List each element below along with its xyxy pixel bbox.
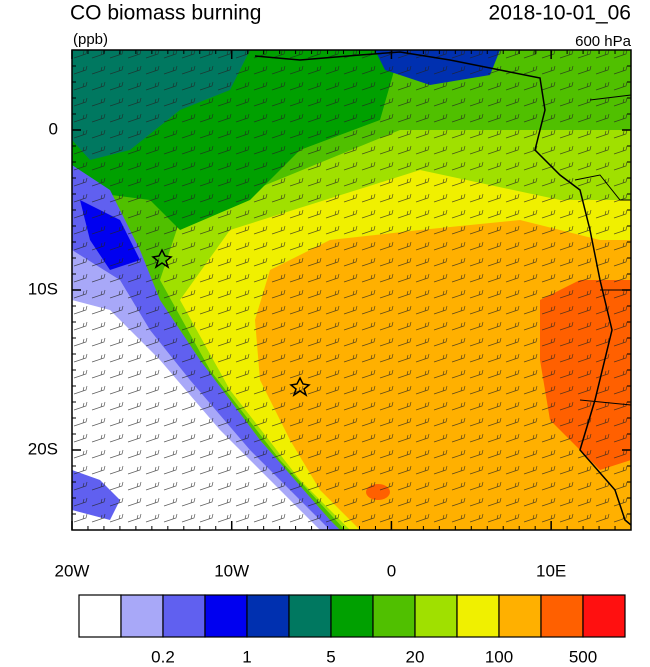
colorbar-box xyxy=(120,594,164,638)
colorbar-box xyxy=(498,594,542,638)
colorbar-box xyxy=(330,594,374,638)
colorbar-box xyxy=(372,594,416,638)
colorbar-box xyxy=(204,594,248,638)
y-tick-label: 0 xyxy=(49,119,58,138)
wind-barbs xyxy=(72,50,631,530)
x-tick-label: 0 xyxy=(387,561,396,580)
units: (ppb) xyxy=(73,31,108,48)
colorbar-label: 5 xyxy=(326,647,335,666)
colorbar-label: 0.2 xyxy=(151,647,175,666)
station-star xyxy=(151,248,173,269)
colorbar-box xyxy=(582,594,626,638)
level: 600 hPa xyxy=(575,33,632,50)
colorbar-box xyxy=(246,594,290,638)
station-star xyxy=(289,376,311,397)
colorbar-label: 100 xyxy=(485,647,513,666)
colorbar-box xyxy=(162,594,206,638)
colorbar-label: 20 xyxy=(406,647,425,666)
time: 2018-10-01_06 xyxy=(489,2,631,25)
title: CO biomass burning xyxy=(70,2,261,25)
x-tick-label: 10E xyxy=(536,561,566,580)
colorbar-box xyxy=(540,594,584,638)
co-field xyxy=(72,50,631,530)
borders xyxy=(574,94,631,406)
x-tick-label: 20W xyxy=(55,561,90,580)
colorbar-box xyxy=(288,594,332,638)
colorbar-box xyxy=(414,594,458,638)
colorbar-box xyxy=(456,594,500,638)
colorbar-label: 1 xyxy=(242,647,251,666)
y-tick-label: 10S xyxy=(28,279,58,298)
x-tick-label: 10W xyxy=(214,561,249,580)
colorbar-label: 500 xyxy=(569,647,597,666)
coastline xyxy=(254,51,631,526)
y-tick-label: 20S xyxy=(28,439,58,458)
colorbar-box xyxy=(78,594,122,638)
